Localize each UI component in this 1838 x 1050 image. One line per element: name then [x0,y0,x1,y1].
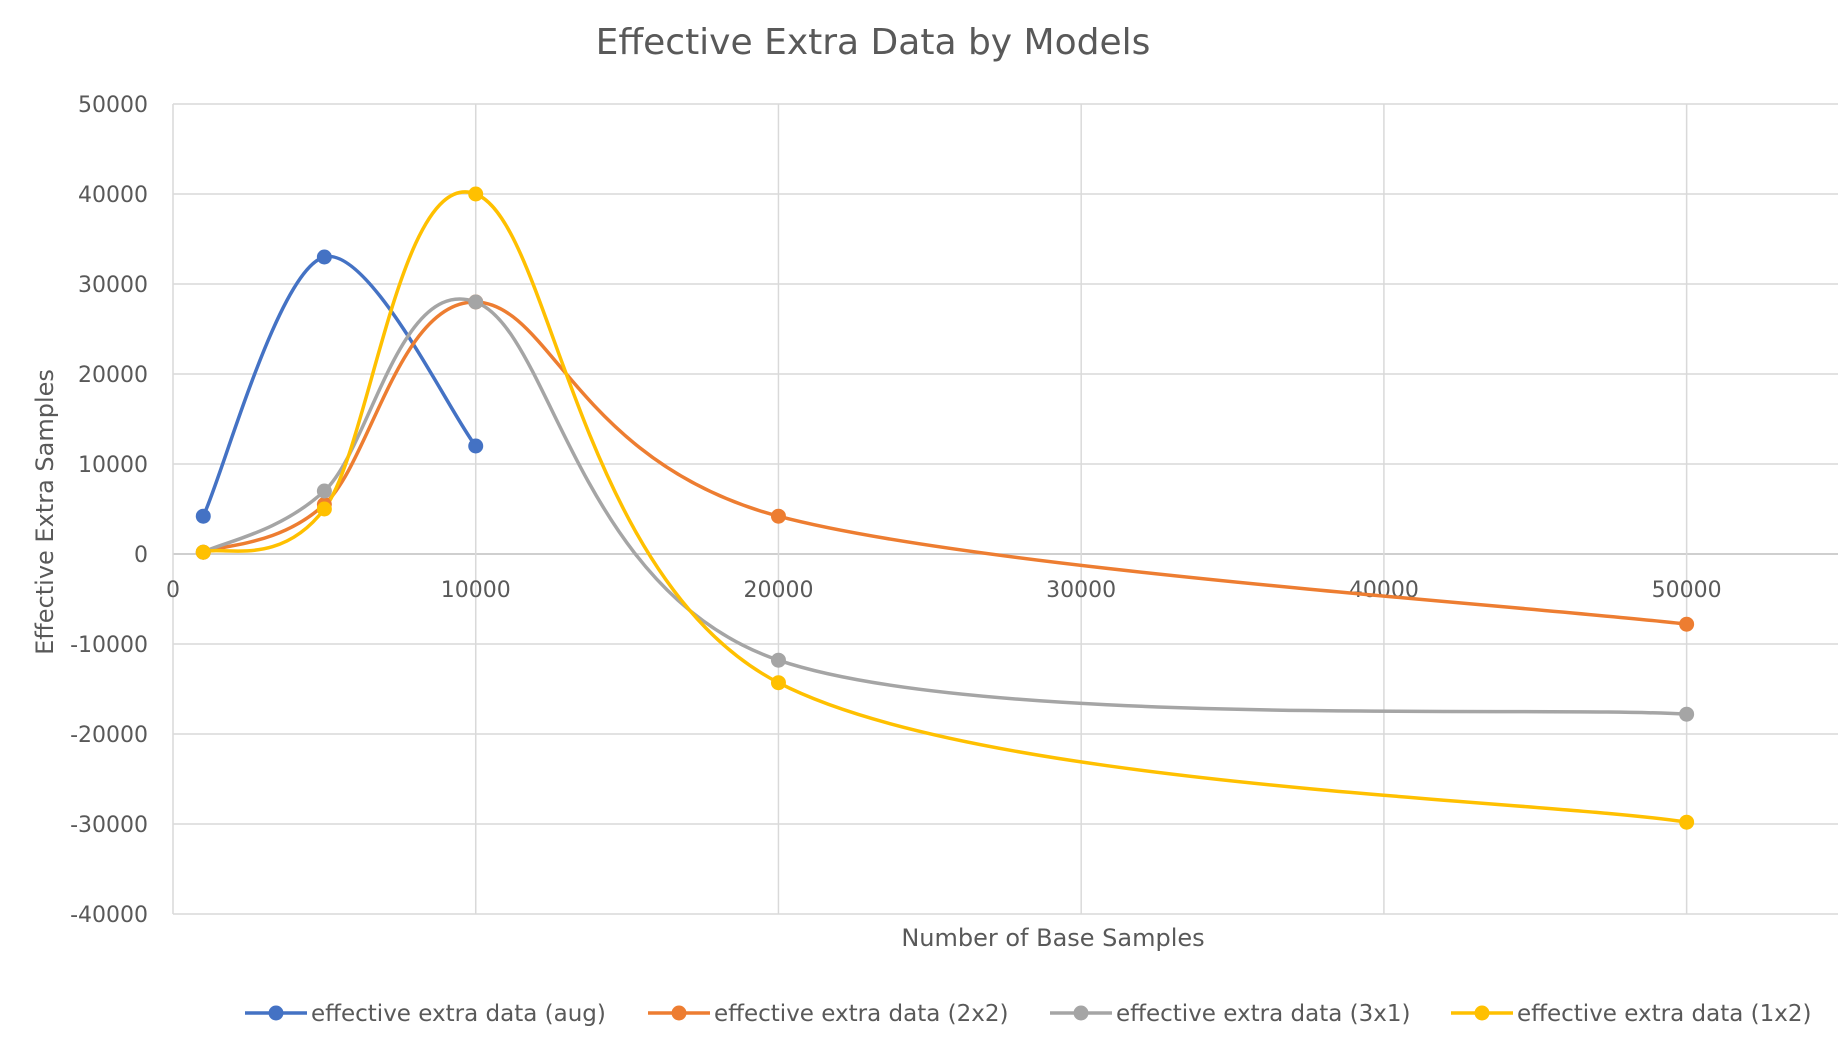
legend-item: effective extra data (1x2) [1451,1001,1811,1027]
legend-swatch-marker [268,1005,284,1021]
y-tick-label: 40000 [78,183,148,208]
data-point [1679,616,1695,632]
y-tick-label: 30000 [78,273,148,298]
legend-label: effective extra data (3x1) [1116,1001,1410,1027]
x-tick-label: 50000 [1652,578,1722,603]
legend-swatch-marker [1474,1005,1490,1021]
series-line-1 [201,300,1689,626]
data-point [770,652,786,668]
y-tick-label: -30000 [70,813,148,838]
x-tick-label: 20000 [743,578,813,603]
data-point [316,249,332,265]
data-point [1679,706,1695,722]
data-point [195,508,211,524]
x-tick-label: 10000 [441,578,511,603]
y-tick-label: -20000 [70,723,148,748]
x-tick-label: 0 [166,578,180,603]
x-axis-title: Number of Base Samples [901,924,1204,952]
legend-item: effective extra data (2x2) [648,1001,1008,1027]
series-markers [195,186,1695,830]
legend-label: effective extra data (2x2) [714,1001,1008,1027]
data-point [316,501,332,517]
legend-label: effective extra data (1x2) [1517,1001,1811,1027]
series-lines [201,190,1689,824]
data-point [770,675,786,691]
y-axis-title: Effective Extra Samples [31,369,59,655]
data-point [468,438,484,454]
legend-item: effective extra data (aug) [245,1001,606,1027]
data-point [1679,814,1695,830]
y-tick-label: 20000 [78,363,148,388]
tick-labels: 50000 40000 30000 20000 10000 0 -10000 -20000 -3… [70,93,1722,928]
legend-swatch-marker [1073,1005,1089,1021]
y-tick-label: -10000 [70,633,148,658]
chart-title: Effective Extra Data by Models [596,22,1151,63]
series-line-3 [201,190,1689,824]
data-point [468,294,484,310]
legend-swatch-marker [671,1005,687,1021]
legend-item: effective extra data (3x1) [1050,1001,1410,1027]
gridlines [172,103,1838,915]
y-tick-label: 50000 [78,93,148,118]
y-tick-label: -40000 [70,903,148,928]
data-point [195,544,211,560]
y-tick-label: 10000 [78,453,148,478]
y-tick-label: 0 [134,543,148,568]
legend: effective extra data (aug) effective extr… [245,1001,1811,1027]
data-point [770,508,786,524]
legend-label: effective extra data (aug) [311,1001,606,1027]
data-point [316,483,332,499]
series-line-2 [201,297,1689,716]
x-tick-label: 30000 [1046,578,1116,603]
data-point [468,186,484,202]
